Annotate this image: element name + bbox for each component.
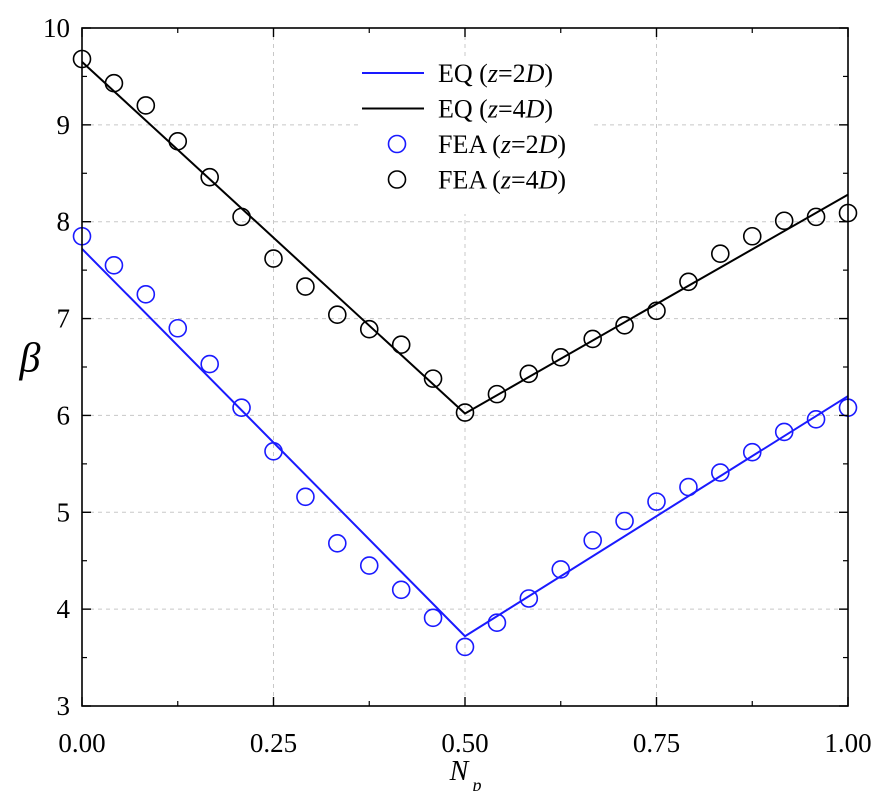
legend-label-part: ) bbox=[544, 95, 553, 124]
data-point bbox=[519, 364, 539, 384]
legend-label-part: z bbox=[500, 130, 511, 159]
x-axis-title: N bbox=[449, 756, 470, 787]
data-point bbox=[487, 384, 507, 404]
data-point bbox=[519, 589, 539, 608]
data-point bbox=[200, 167, 219, 187]
data-point bbox=[232, 207, 251, 227]
data-point bbox=[136, 285, 156, 304]
x-tick-label: 0.50 bbox=[441, 728, 488, 758]
data-point bbox=[391, 335, 411, 355]
series-lines bbox=[81, 61, 849, 638]
data-point bbox=[679, 477, 698, 497]
y-tick-label: 7 bbox=[57, 304, 71, 334]
data-point bbox=[328, 305, 347, 324]
legend-label-part: FEA ( bbox=[438, 166, 501, 195]
y-axis-title: β bbox=[19, 335, 41, 381]
legend: EQ (z=2D)EQ (z=4D)FEA (z=2D)FEA (z=4D) bbox=[358, 56, 594, 214]
data-point bbox=[423, 369, 443, 388]
data-point bbox=[615, 316, 634, 335]
data-point bbox=[742, 442, 762, 462]
data-point bbox=[774, 211, 794, 231]
data-point bbox=[264, 249, 283, 268]
legend-label-part: ) bbox=[557, 166, 566, 195]
data-point bbox=[264, 441, 283, 461]
data-point bbox=[551, 348, 571, 367]
axis-titles: β N p bbox=[19, 335, 482, 795]
data-point bbox=[168, 318, 188, 338]
data-point bbox=[455, 637, 475, 657]
y-tick-label: 8 bbox=[57, 207, 71, 237]
data-point bbox=[359, 319, 379, 339]
x-tick-label: 0.00 bbox=[58, 728, 105, 758]
legend-label: EQ (z=2D) bbox=[438, 59, 553, 88]
legend-label-part: D bbox=[538, 166, 558, 195]
data-point bbox=[583, 329, 602, 349]
data-point bbox=[487, 613, 507, 633]
legend-label-part: D bbox=[525, 95, 545, 124]
data-point bbox=[296, 277, 315, 296]
legend-label: FEA (z=4D) bbox=[438, 166, 566, 195]
legend-label-part: ) bbox=[544, 59, 553, 88]
series-line bbox=[81, 248, 849, 638]
y-tick-label: 4 bbox=[57, 594, 71, 624]
legend-label: EQ (z=4D) bbox=[438, 95, 553, 124]
data-point bbox=[232, 398, 251, 417]
y-tick-label: 3 bbox=[57, 691, 71, 721]
data-point bbox=[806, 410, 826, 429]
data-point bbox=[711, 244, 730, 263]
data-point bbox=[423, 608, 443, 628]
legend-label-part: EQ ( bbox=[438, 59, 488, 88]
legend-label-part: D bbox=[525, 59, 545, 88]
data-point bbox=[359, 556, 379, 575]
ticks: 0.00 0.25 0.50 0.75 1.00 3 4 5 6 7 8 9 10 bbox=[43, 13, 872, 758]
x-tick-label: 1.00 bbox=[824, 728, 871, 758]
data-point bbox=[200, 354, 219, 374]
data-point bbox=[647, 492, 666, 511]
legend-label-part: z bbox=[487, 95, 498, 124]
legend-label-part: ) bbox=[557, 130, 566, 159]
data-point bbox=[806, 207, 826, 227]
data-point bbox=[679, 272, 698, 292]
legend-label-part: z bbox=[500, 166, 511, 195]
series-line bbox=[81, 61, 849, 415]
legend-label-part: =4 bbox=[511, 166, 539, 195]
x-tick-label: 0.25 bbox=[250, 728, 297, 758]
legend-label: FEA (z=2D) bbox=[438, 130, 566, 159]
legend-label-part: z bbox=[487, 59, 498, 88]
legend-marker-swatch bbox=[387, 134, 407, 154]
data-point bbox=[583, 531, 602, 550]
data-point bbox=[328, 533, 347, 553]
data-point bbox=[296, 487, 315, 507]
data-point bbox=[647, 301, 666, 321]
data-point bbox=[136, 96, 156, 115]
data-point bbox=[774, 422, 794, 442]
y-tick-label: 5 bbox=[57, 497, 71, 527]
legend-label-part: =2 bbox=[498, 59, 526, 88]
y-tick-label: 6 bbox=[57, 400, 71, 430]
legend-label-part: EQ ( bbox=[438, 95, 488, 124]
y-tick-label: 9 bbox=[57, 110, 71, 140]
data-point bbox=[711, 463, 730, 482]
data-point bbox=[455, 403, 475, 422]
data-point bbox=[104, 255, 124, 275]
data-point bbox=[615, 511, 634, 531]
legend-label-part: FEA ( bbox=[438, 130, 501, 159]
y-tick-label: 10 bbox=[43, 13, 70, 43]
data-point bbox=[742, 226, 762, 246]
legend-label-part: =4 bbox=[498, 95, 526, 124]
data-point bbox=[168, 132, 188, 151]
legend-label-part: =2 bbox=[511, 130, 539, 159]
data-point bbox=[391, 580, 411, 600]
x-axis-title-subscript: p bbox=[471, 775, 482, 791]
legend-marker-swatch bbox=[387, 170, 407, 189]
data-point bbox=[551, 560, 571, 579]
data-point bbox=[104, 73, 124, 93]
x-tick-label: 0.75 bbox=[633, 728, 680, 758]
legend-label-part: D bbox=[538, 130, 558, 159]
